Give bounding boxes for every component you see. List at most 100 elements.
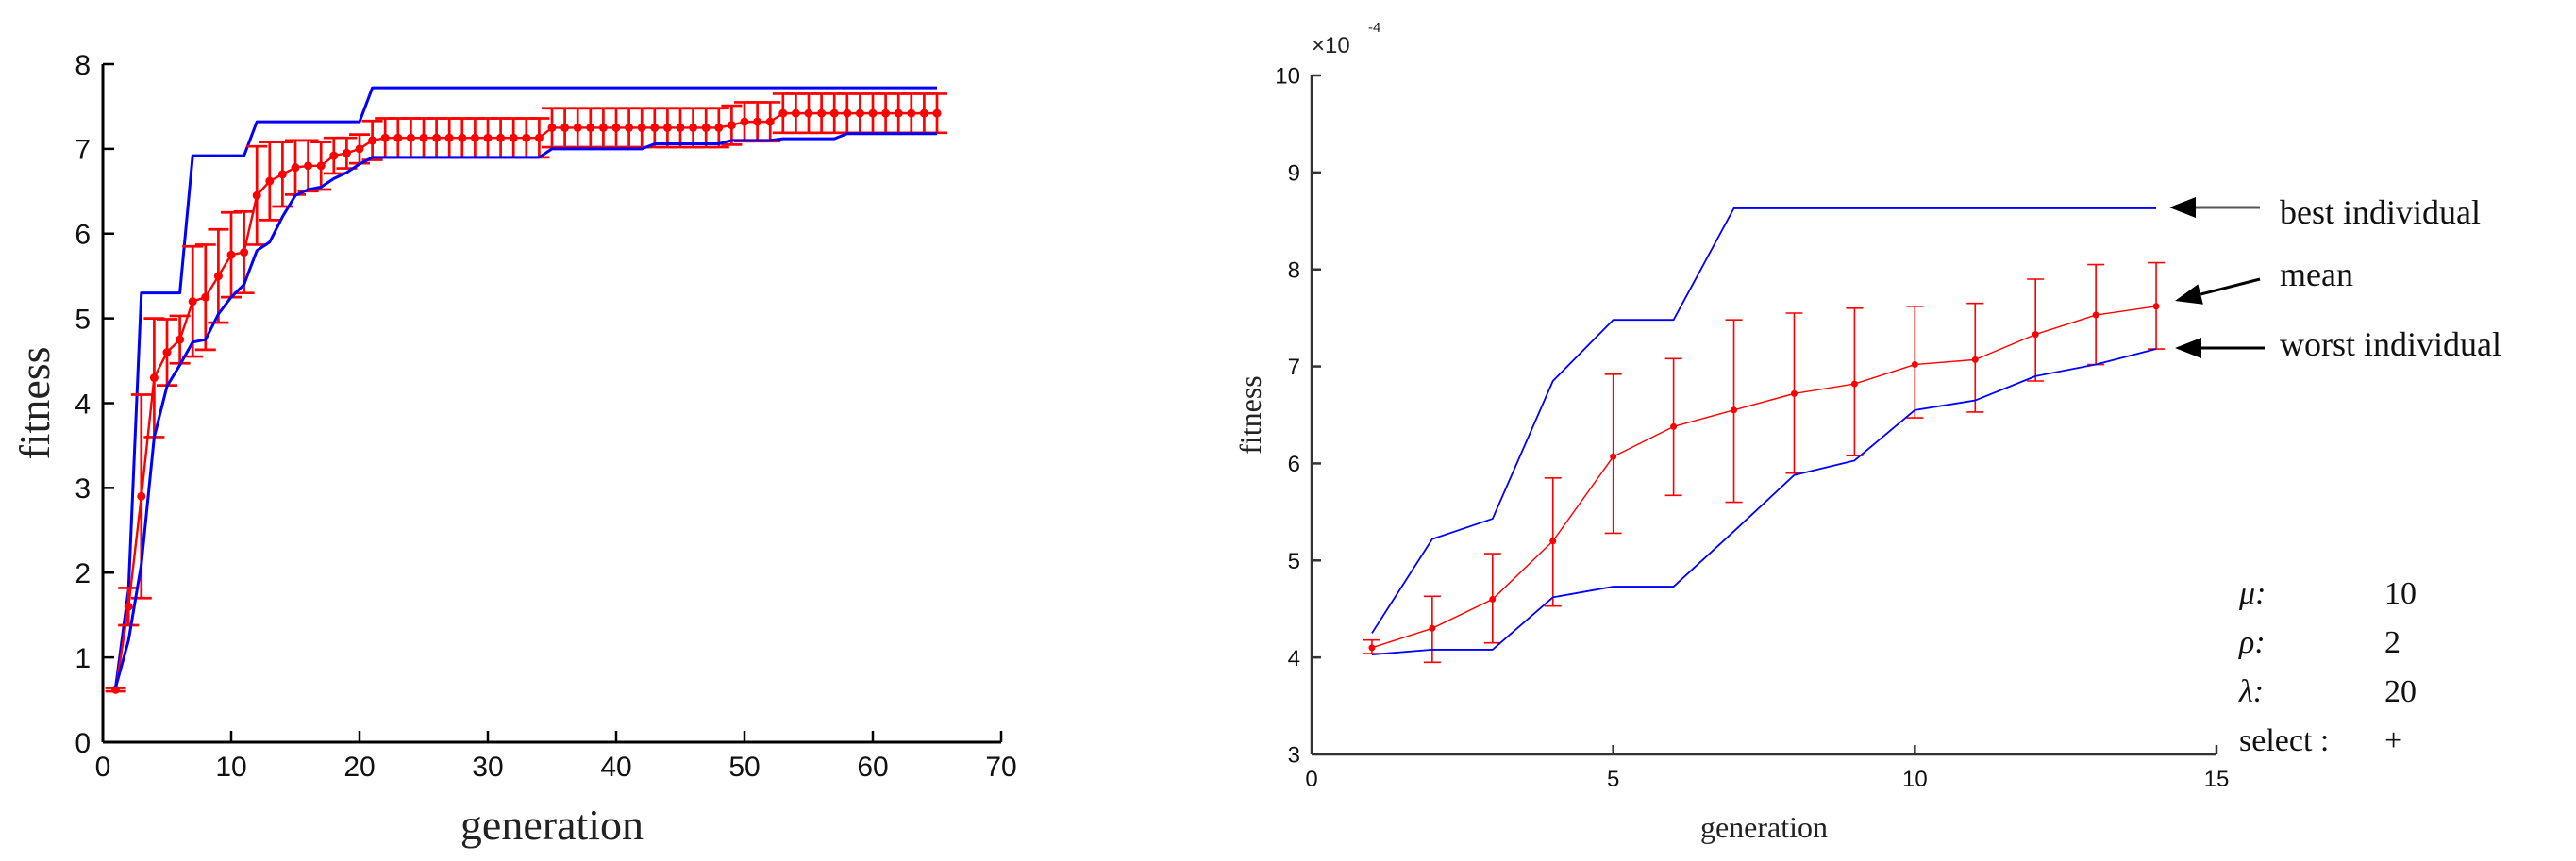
x-axis-label: generation <box>1700 810 1828 844</box>
mean-marker <box>368 136 377 145</box>
mean-marker <box>2092 311 2099 319</box>
mean-marker <box>355 144 364 154</box>
y-tick-label: 2 <box>75 558 91 589</box>
mean-marker <box>1368 644 1376 652</box>
mean-marker <box>470 133 479 142</box>
y-tick-label: 9 <box>1288 160 1300 186</box>
mean-marker <box>509 133 518 142</box>
mean-marker <box>1790 389 1798 397</box>
x-tick-label: 5 <box>1607 767 1619 792</box>
x-axis-label: generation <box>460 801 644 849</box>
y-tick-label: 8 <box>75 50 91 81</box>
mean-marker <box>240 248 249 257</box>
x-tick-label: 70 <box>985 752 1016 783</box>
mean-marker <box>226 250 236 259</box>
mean-line <box>1371 306 2157 649</box>
parameter-value: 2 <box>2384 625 2400 660</box>
mean-marker <box>496 133 506 142</box>
mean-marker <box>829 108 839 118</box>
mean-marker <box>611 123 621 132</box>
mean-marker <box>650 123 660 132</box>
x-tick-label: 15 <box>2204 767 2230 792</box>
best-individual-line <box>1371 207 2157 634</box>
mean-marker <box>291 163 300 173</box>
mean-marker <box>1911 361 1918 369</box>
mean-marker <box>753 117 762 126</box>
mean-marker <box>2152 303 2160 310</box>
parameter-label: select : <box>2239 723 2329 758</box>
mean-marker <box>277 170 287 179</box>
x-tick-label: 20 <box>343 752 375 783</box>
mean-marker <box>1971 356 1979 363</box>
mean-marker <box>778 108 788 118</box>
mean-marker <box>444 133 454 142</box>
y-tick-label: 0 <box>75 728 91 759</box>
annotation-label: worst individual <box>2280 325 2501 363</box>
mean-marker <box>124 602 133 611</box>
mean-marker <box>1489 595 1497 603</box>
mean-marker <box>213 272 223 281</box>
mean-marker <box>740 117 749 126</box>
mean-marker <box>111 685 121 694</box>
worst-individual-line <box>1371 348 2157 655</box>
left-chart: 0 10 20 30 40 50 60 70 0 1 2 3 4 5 6 7 8 generation fitnes… <box>10 50 1017 849</box>
worst-individual-line <box>114 132 937 687</box>
y-tick-label: 7 <box>1288 355 1300 380</box>
parameter-label: λ: <box>2238 674 2264 709</box>
parameter-value: 20 <box>2384 674 2417 709</box>
y-tick-label: 3 <box>75 473 91 505</box>
mean-marker <box>393 133 403 142</box>
mean-marker <box>701 123 711 132</box>
mean-marker <box>201 292 210 302</box>
mean-marker <box>162 348 172 357</box>
mean-marker <box>855 108 864 118</box>
parameter-value: 10 <box>2384 576 2417 611</box>
mean-marker <box>714 123 724 132</box>
mean-marker <box>791 108 800 118</box>
mean-marker <box>843 108 852 118</box>
mean-marker <box>1731 406 1738 414</box>
mean-marker <box>817 108 827 118</box>
mean-marker <box>625 123 634 132</box>
mean-marker <box>804 108 813 118</box>
mean-marker <box>765 117 775 126</box>
mean-marker <box>419 133 428 142</box>
mean-marker <box>1670 422 1678 430</box>
mean-line <box>114 111 937 690</box>
mean-marker <box>573 123 582 132</box>
y-tick-label: 6 <box>1288 452 1300 477</box>
mean-marker <box>137 491 146 501</box>
y-multiplier-base: ×10 <box>1312 33 1350 58</box>
mean-marker <box>868 108 878 118</box>
x-tick-label: 30 <box>472 752 503 783</box>
mean-marker <box>689 123 698 132</box>
mean-marker <box>342 148 351 157</box>
annotation-arrow-head <box>2175 338 2201 358</box>
mean-marker <box>547 123 557 132</box>
parameter-label: ρ: <box>2238 625 2266 660</box>
y-tick-label: 10 <box>1275 64 1300 90</box>
mean-marker <box>907 108 916 118</box>
x-tick-label: 10 <box>1902 767 1928 792</box>
mean-marker <box>919 108 928 118</box>
right-chart: 0 5 10 15 3 4 5 6 7 8 9 10 generation fitness ×10 -4 bes… <box>1233 20 2501 844</box>
mean-marker <box>676 123 685 132</box>
annotation-label: mean <box>2280 256 2353 293</box>
y-axis-label: fitness <box>1233 375 1267 455</box>
mean-marker <box>406 133 415 142</box>
mean-marker <box>188 297 197 306</box>
mean-marker <box>304 161 313 171</box>
mean-marker <box>881 108 891 118</box>
mean-marker <box>598 123 608 132</box>
y-tick-label: 5 <box>75 304 91 335</box>
mean-marker <box>522 133 531 142</box>
y-tick-label: 4 <box>1288 646 1300 671</box>
y-tick-label: 6 <box>75 220 91 251</box>
mean-marker <box>727 121 736 130</box>
mean-marker <box>534 133 544 142</box>
mean-marker <box>894 108 903 118</box>
mean-marker <box>176 335 185 344</box>
mean-marker <box>1429 624 1436 632</box>
y-tick-label: 5 <box>1288 549 1300 574</box>
y-axis-label: fitness <box>10 346 59 459</box>
